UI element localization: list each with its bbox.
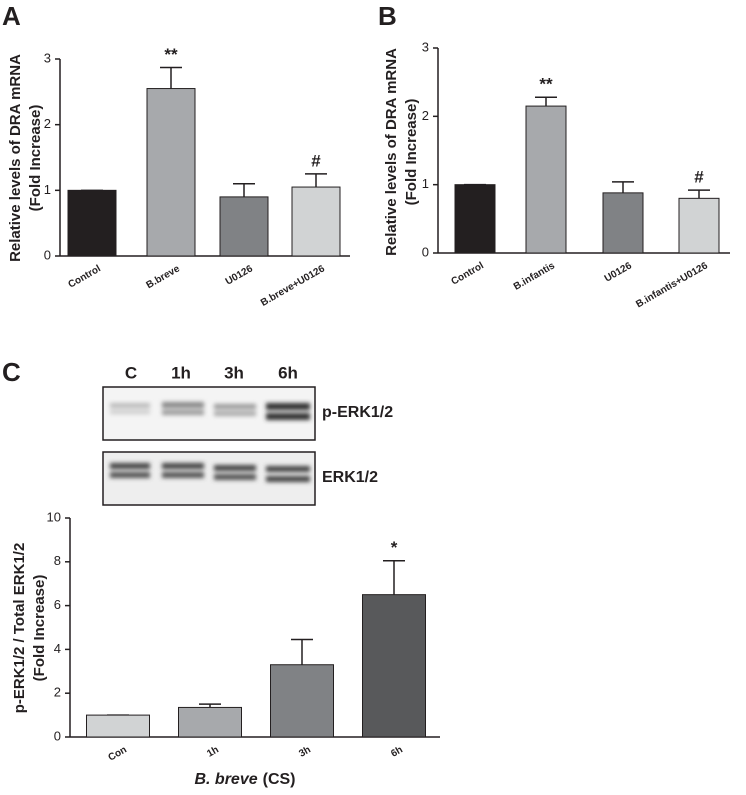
y-axis-label: (Fold Increase) [27,105,44,212]
bar [86,714,150,738]
bar [454,184,496,254]
lane-label: 3h [224,363,244,382]
y-axis-label: Relative levels of DRA mRNA [7,54,24,262]
panel-letter: A [2,1,21,31]
bar [678,197,720,254]
x-axis-label-part: B. breve [194,771,257,788]
bar [219,196,269,257]
y-axis-label: p-ERK1/2 / Total ERK1/2 [11,543,28,714]
y-tick-label: 2 [44,116,51,131]
x-tick-label: 3h [297,744,313,759]
bar [146,88,196,257]
x-tick-label: B.infantis+U0126 [634,260,710,310]
y-tick-label: 10 [47,509,61,524]
lane-label: 6h [278,363,298,382]
lane-label: 1h [171,363,191,382]
lane-label: C [125,363,137,382]
significance-label: # [311,151,321,170]
x-tick-label: B.breve [145,263,183,291]
x-tick-label: Control [450,260,486,287]
significance-label: ** [539,75,553,94]
y-tick-label: 4 [54,641,61,656]
bar [362,594,426,738]
x-tick-label: 1h [205,744,221,759]
bar [525,105,567,254]
blot-row-label: ERK1/2 [322,469,378,486]
y-tick-label: 0 [54,728,61,743]
bar [291,186,341,257]
y-tick-label: 8 [54,553,61,568]
y-axis-label: (Fold Increase) [403,99,420,206]
x-tick-label: Control [67,263,103,290]
panel-letter: B [378,1,397,31]
y-axis-label: Relative levels of DRA mRNA [383,48,400,256]
y-tick-label: 6 [54,597,61,612]
western-blot: C 1h 3h 6h p-ERK1/2 ERK1/2 [102,363,393,506]
x-tick-label: U0126 [224,263,255,287]
bar [270,664,334,738]
bar [67,189,117,257]
y-axis-label: (Fold Increase) [31,575,48,682]
y-tick-label: 1 [422,176,429,191]
x-tick-label: U0126 [603,260,634,284]
y-tick-label: 1 [44,182,51,197]
blot-row-label: p-ERK1/2 [322,404,393,421]
x-tick-label: 6h [389,744,405,759]
significance-label: * [391,538,398,557]
blot-bands [110,402,310,482]
y-tick-label: 3 [44,50,51,65]
x-axis-label: B. breve (CS) [194,771,295,788]
y-tick-label: 2 [54,685,61,700]
y-tick-label: 3 [422,39,429,54]
significance-label: ** [164,45,178,64]
x-tick-label: Con [106,744,128,763]
bar [602,192,644,254]
significance-label: # [694,168,704,187]
panel-letter: C [2,357,21,387]
x-tick-label: B.infantis [512,260,557,293]
bar [178,706,242,738]
y-tick-label: 2 [422,108,429,123]
y-tick-label: 0 [422,244,429,259]
x-tick-label: B.breve+U0126 [259,263,327,309]
x-axis-label-part: (CS) [263,771,296,788]
y-tick-label: 0 [44,247,51,262]
